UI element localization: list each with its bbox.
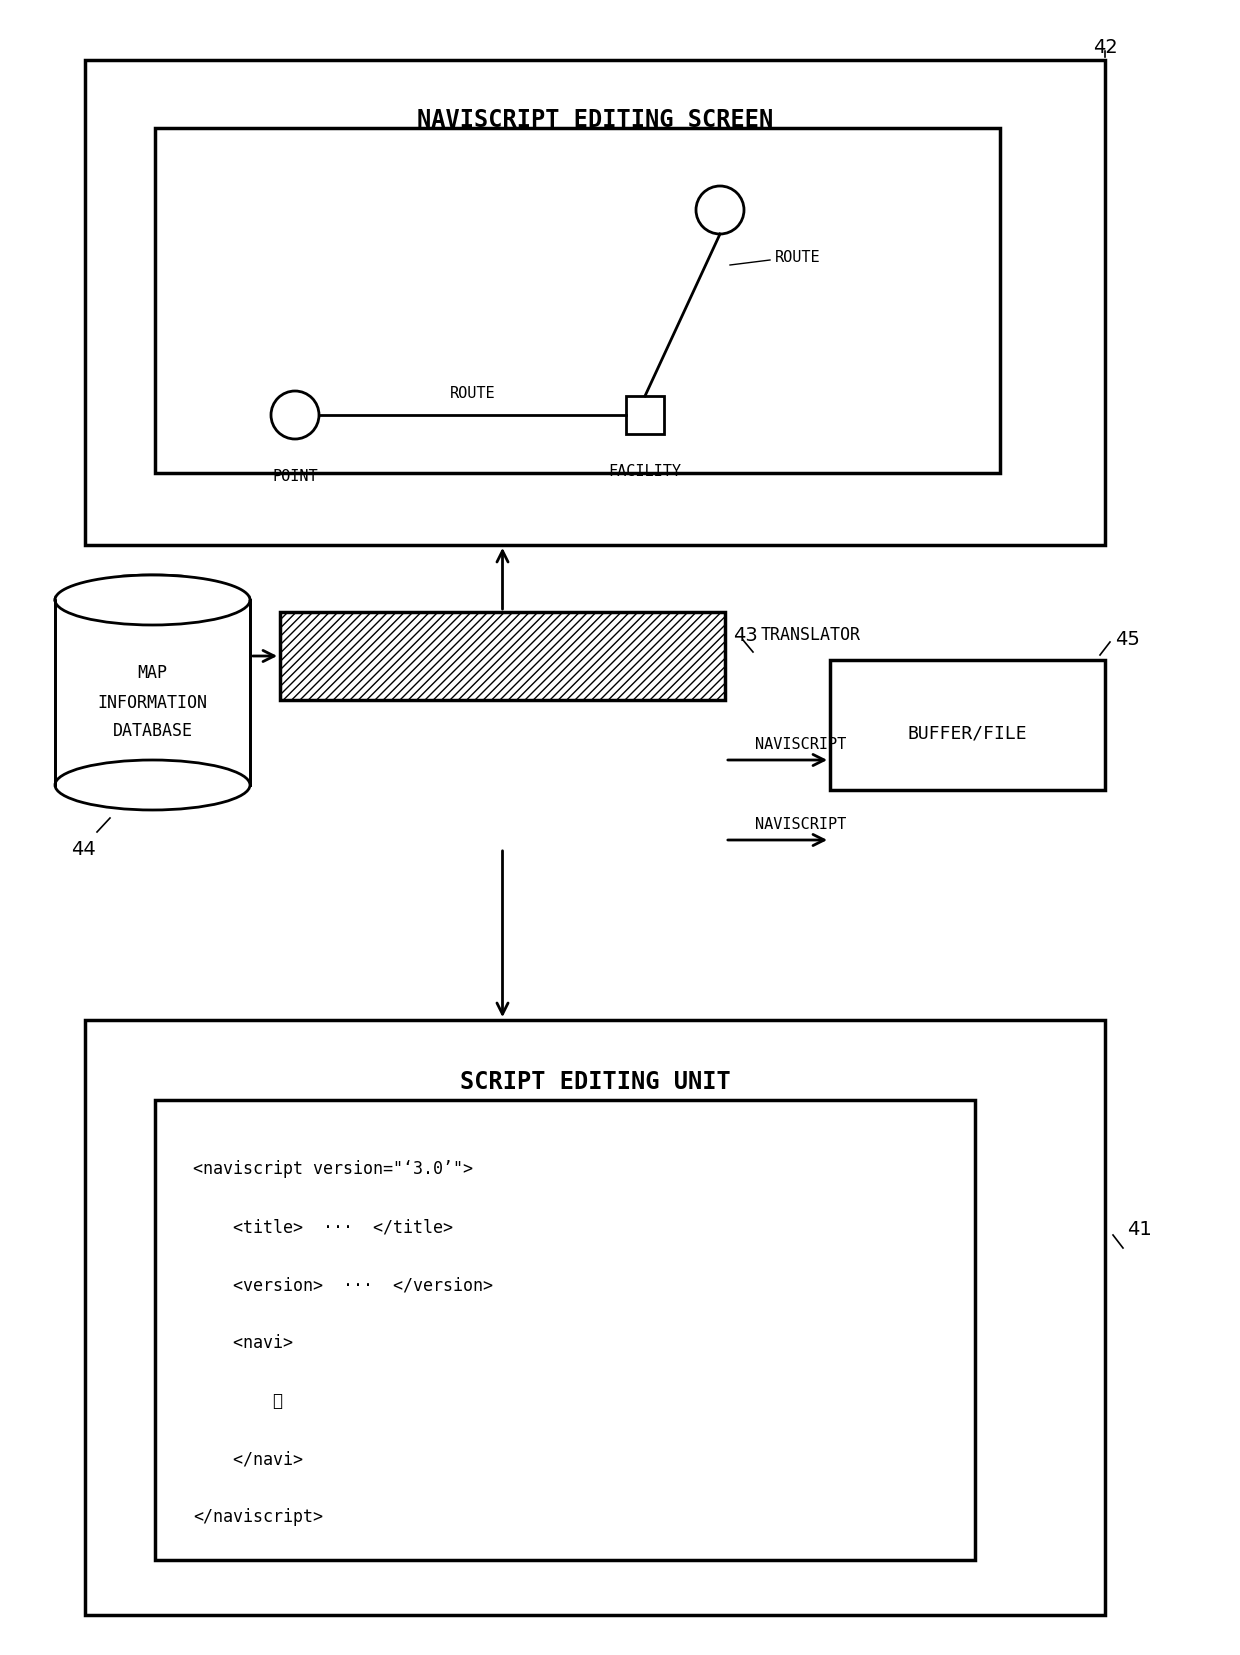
Text: 43: 43 bbox=[733, 626, 758, 645]
Circle shape bbox=[272, 391, 319, 439]
Text: <version>  ···  </version>: <version> ··· </version> bbox=[193, 1276, 494, 1294]
Text: MAP: MAP bbox=[138, 665, 167, 682]
Ellipse shape bbox=[55, 574, 250, 626]
Bar bbox=[55, 601, 250, 784]
Text: NAVISCRIPT: NAVISCRIPT bbox=[755, 736, 846, 751]
Text: POINT: POINT bbox=[273, 468, 317, 483]
Bar bbox=[86, 60, 1105, 544]
Text: NAVISCRIPT: NAVISCRIPT bbox=[755, 818, 846, 832]
Text: TRANSLATOR: TRANSLATOR bbox=[761, 626, 861, 644]
Text: </navi>: </navi> bbox=[193, 1450, 303, 1468]
Text: 42: 42 bbox=[1092, 38, 1117, 56]
Text: 45: 45 bbox=[1115, 631, 1140, 649]
Bar bbox=[55, 574, 250, 601]
Text: 41: 41 bbox=[1127, 1220, 1152, 1240]
Text: INFORMATION: INFORMATION bbox=[98, 693, 207, 712]
Text: </naviscript>: </naviscript> bbox=[193, 1508, 322, 1526]
Bar bbox=[155, 1101, 975, 1561]
Text: <navi>: <navi> bbox=[193, 1334, 293, 1352]
Text: ROUTE: ROUTE bbox=[450, 386, 495, 401]
Text: BUFFER/FILE: BUFFER/FILE bbox=[908, 723, 1027, 741]
Ellipse shape bbox=[55, 760, 250, 809]
Text: ROUTE: ROUTE bbox=[775, 250, 821, 265]
Text: ⋮: ⋮ bbox=[193, 1392, 283, 1410]
Text: DATABASE: DATABASE bbox=[113, 723, 192, 740]
Text: <naviscript version="‘3.0’">: <naviscript version="‘3.0’"> bbox=[193, 1160, 472, 1178]
Bar bbox=[830, 660, 1105, 789]
Bar bbox=[626, 396, 663, 434]
Text: FACILITY: FACILITY bbox=[609, 463, 682, 478]
Circle shape bbox=[696, 185, 744, 233]
Text: NAVISCRIPT EDITING SCREEN: NAVISCRIPT EDITING SCREEN bbox=[417, 108, 773, 132]
Bar bbox=[155, 127, 999, 473]
Bar bbox=[86, 1019, 1105, 1615]
Text: <title>  ···  </title>: <title> ··· </title> bbox=[193, 1218, 453, 1236]
Text: 44: 44 bbox=[71, 841, 95, 859]
Bar bbox=[280, 612, 725, 700]
Text: SCRIPT EDITING UNIT: SCRIPT EDITING UNIT bbox=[460, 1071, 730, 1094]
